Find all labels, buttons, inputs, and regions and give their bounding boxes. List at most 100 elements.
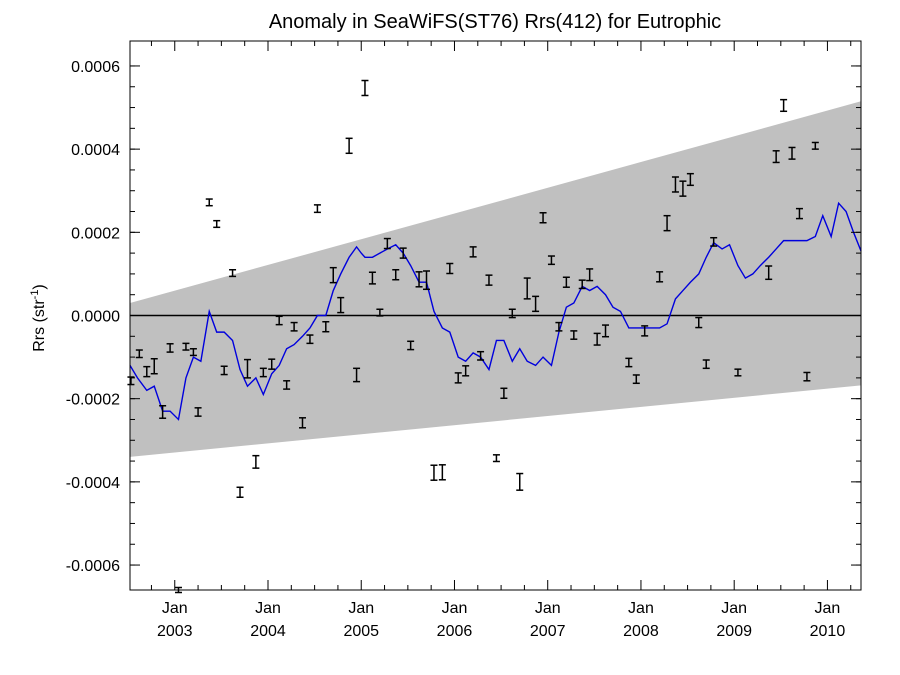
error-bar-56 (562, 276, 570, 288)
y-tick-label-0: -0.0006 (66, 558, 120, 575)
error-bar-65 (656, 271, 664, 283)
error-bar-22 (298, 417, 306, 429)
error-bar-47 (492, 454, 500, 463)
error-bar-57 (570, 330, 578, 340)
error-bar-72 (710, 236, 718, 247)
error-bar-13 (229, 269, 237, 278)
error-bar-41 (446, 262, 454, 275)
error-bar-46 (485, 274, 493, 286)
error-bar-34 (392, 269, 400, 281)
error-bar-53 (539, 212, 547, 224)
error-bar-73 (734, 368, 742, 377)
error-bar-38 (423, 270, 431, 291)
error-bar-37 (415, 271, 423, 288)
error-bar-29 (353, 367, 361, 383)
error-bar-52 (532, 295, 540, 313)
error-bar-51 (523, 277, 531, 300)
x-tick-year-3: 2006 (437, 623, 473, 640)
error-bar-68 (679, 180, 687, 197)
error-bar-58 (578, 279, 586, 290)
x-tick-year-2: 2005 (343, 623, 379, 640)
error-bar-35 (399, 247, 407, 259)
error-bar-20 (283, 380, 291, 390)
error-bar-44 (469, 246, 477, 258)
y-tick-label-5: 0.0004 (71, 142, 120, 159)
x-tick-month-7: Jan (815, 600, 841, 617)
error-bar-60 (593, 332, 601, 346)
error-bar-2 (143, 365, 151, 378)
error-bar-19 (275, 315, 283, 326)
error-bar-28 (345, 137, 353, 155)
error-bar-27 (337, 296, 345, 314)
x-tick-year-7: 2010 (810, 623, 846, 640)
error-bar-80 (811, 141, 819, 150)
error-bar-54 (547, 255, 555, 266)
x-tick-month-4: Jan (535, 600, 561, 617)
error-bar-31 (368, 271, 376, 285)
error-bar-49 (508, 308, 516, 319)
x-tick-month-2: Jan (348, 600, 374, 617)
error-bar-30 (361, 79, 369, 97)
y-tick-label-6: 0.0006 (71, 59, 120, 76)
error-bar-66 (663, 214, 671, 232)
error-bar-48 (500, 387, 508, 400)
error-bar-45 (477, 350, 485, 361)
chart-title: Anomaly in SeaWiFS(ST76) Rrs(412) for Eu… (269, 11, 721, 33)
error-bar-77 (788, 146, 796, 160)
error-bar-18 (268, 358, 276, 370)
error-bar-14 (236, 486, 244, 499)
error-bar-62 (625, 357, 633, 368)
error-bar-17 (259, 367, 267, 378)
error-bar-36 (407, 340, 415, 351)
error-bar-16 (252, 454, 260, 469)
y-axis-label-text: Rrs (str (31, 299, 48, 352)
error-bar-5 (166, 343, 174, 353)
error-bar-67 (671, 176, 679, 193)
error-bar-64 (641, 325, 649, 337)
error-bar-21 (290, 321, 298, 332)
error-bar-8 (189, 348, 197, 357)
y-axis-label-close: ) (31, 284, 48, 289)
error-bar-24 (313, 204, 321, 214)
x-tick-month-6: Jan (721, 600, 747, 617)
error-bar-75 (772, 150, 780, 164)
error-bar-7 (182, 342, 190, 351)
x-tick-year-4: 2007 (530, 623, 566, 640)
error-bar-12 (220, 365, 228, 376)
error-bar-4 (159, 405, 167, 419)
error-bar-11 (213, 219, 221, 229)
error-bar-23 (306, 334, 314, 345)
x-tick-month-5: Jan (628, 600, 654, 617)
error-bar-55 (555, 321, 563, 332)
error-bar-42 (454, 372, 462, 384)
y-tick-label-2: -0.0002 (66, 392, 120, 409)
x-tick-year-5: 2008 (623, 623, 659, 640)
y-axis-label: Rrs (str-1) (29, 284, 48, 352)
x-tick-month-0: Jan (162, 600, 188, 617)
y-axis-label-superscript: -1 (29, 290, 41, 300)
x-tick-month-1: Jan (255, 600, 281, 617)
error-bar-63 (632, 374, 640, 385)
error-bar-69 (686, 172, 694, 187)
y-tick-label-1: -0.0004 (66, 475, 120, 492)
error-bar-39 (430, 464, 438, 481)
error-bar-50 (516, 472, 524, 491)
x-tick-year-1: 2004 (250, 623, 286, 640)
x-tick-month-3: Jan (442, 600, 468, 617)
y-tick-label-3: 0.0000 (71, 309, 120, 326)
error-bar-25 (322, 320, 330, 333)
error-bar-74 (765, 265, 773, 281)
error-bar-76 (780, 98, 788, 113)
error-bar-40 (438, 464, 446, 481)
error-bar-3 (150, 358, 158, 375)
error-bar-61 (602, 324, 610, 338)
y-tick-label-4: 0.0002 (71, 225, 120, 242)
error-bar-59 (586, 268, 594, 282)
error-bar-71 (702, 359, 710, 370)
error-bar-79 (803, 371, 811, 382)
series-line-0 (129, 201, 862, 421)
error-bar-33 (383, 237, 391, 250)
x-tick-year-6: 2009 (716, 623, 752, 640)
error-bar-43 (462, 365, 470, 377)
